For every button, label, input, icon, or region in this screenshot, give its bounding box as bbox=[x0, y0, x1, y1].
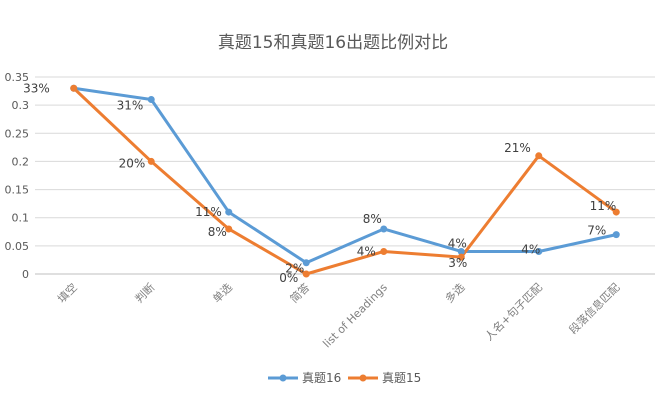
data-point bbox=[225, 208, 233, 216]
y-tick-label: 0.2 bbox=[12, 155, 30, 168]
chart-title: 真题15和真题16出题比例对比 bbox=[218, 33, 448, 53]
x-tick-label: 单选 bbox=[210, 281, 235, 306]
y-tick-label: 0.25 bbox=[5, 127, 30, 140]
data-label: 7% bbox=[587, 224, 606, 238]
y-tick-label: 0.3 bbox=[12, 99, 30, 112]
data-point bbox=[612, 231, 620, 239]
x-tick-label: list of Headings bbox=[320, 281, 390, 351]
data-label: 3% bbox=[448, 256, 467, 270]
data-label: 31% bbox=[117, 99, 144, 113]
series-line bbox=[72, 86, 618, 265]
x-tick-label: 段落信息匹配 bbox=[566, 280, 623, 337]
data-label: 21% bbox=[504, 141, 531, 155]
data-point bbox=[457, 253, 465, 261]
data-label: 8% bbox=[208, 225, 227, 239]
legend-label: 真题16 bbox=[302, 371, 341, 385]
data-point bbox=[225, 225, 233, 233]
series-line bbox=[72, 86, 618, 276]
data-label: 2% bbox=[285, 262, 304, 276]
data-point bbox=[302, 259, 310, 267]
x-tick-label: 判断 bbox=[132, 280, 157, 305]
data-point bbox=[535, 152, 543, 160]
data-label: 20% bbox=[119, 156, 146, 170]
x-tick-label: 人名+句子匹配 bbox=[482, 280, 545, 343]
y-tick-label: 0.05 bbox=[5, 240, 30, 253]
data-point bbox=[380, 247, 388, 255]
data-labels: 31% 11% 2% 8% 4% 4% 7% 33% 20% 8% 0% 4% 3% 21% 11% bbox=[23, 81, 616, 285]
data-point bbox=[535, 247, 543, 255]
data-point bbox=[147, 96, 155, 104]
data-label: 8% bbox=[363, 212, 382, 226]
y-tick-label: 0.15 bbox=[5, 184, 30, 197]
legend-marker bbox=[279, 374, 287, 382]
legend-marker bbox=[359, 374, 367, 382]
data-point bbox=[147, 157, 155, 165]
data-point bbox=[457, 247, 465, 255]
x-tick-label: 填空 bbox=[54, 280, 79, 305]
y-axis: 0 0.05 0.1 0.15 0.2 0.25 0.3 0.35 bbox=[5, 71, 30, 281]
y-tick-label: 0.1 bbox=[12, 212, 30, 225]
data-label: 4% bbox=[357, 244, 376, 258]
grid-lines bbox=[35, 76, 655, 275]
series-lines bbox=[70, 84, 620, 278]
legend: 真题16 真题15 bbox=[268, 371, 421, 385]
data-label: 33% bbox=[23, 81, 50, 95]
y-tick-label: 0 bbox=[22, 268, 29, 281]
data-label: 4% bbox=[448, 236, 467, 250]
y-tick-label: 0.35 bbox=[5, 71, 30, 84]
data-label: 4% bbox=[521, 242, 540, 256]
data-point bbox=[380, 225, 388, 233]
data-point bbox=[612, 208, 620, 216]
x-axis: 填空 判断 单选 简答 list of Headings 多选 人名+句子匹配 段落信息匹配 bbox=[54, 280, 622, 350]
data-label: 0% bbox=[279, 271, 298, 285]
data-point bbox=[302, 270, 310, 278]
data-label: 11% bbox=[195, 205, 222, 219]
data-point bbox=[70, 84, 78, 92]
legend-label: 真题15 bbox=[382, 371, 421, 385]
x-tick-label: 多选 bbox=[442, 280, 467, 305]
data-label: 11% bbox=[590, 199, 617, 213]
